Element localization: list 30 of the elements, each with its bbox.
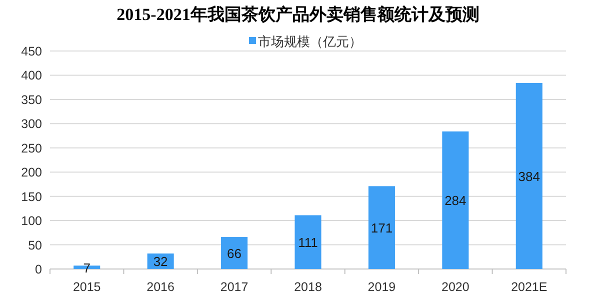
y-tick-label: 300 — [21, 117, 42, 132]
x-tick-label: 2021E — [511, 280, 548, 294]
x-tick-label: 2015 — [72, 280, 101, 294]
bar — [368, 186, 395, 269]
y-tick-label: 50 — [28, 238, 42, 252]
data-label: 284 — [444, 193, 466, 208]
data-label: 111 — [298, 235, 318, 250]
bar — [221, 237, 248, 269]
y-tick-label: 150 — [21, 190, 42, 204]
y-tick-label: 450 — [21, 44, 42, 58]
y-tick-label: 200 — [21, 166, 42, 180]
data-label: 32 — [153, 254, 168, 270]
y-tick-label: 0 — [35, 262, 42, 276]
y-tick-label: 250 — [21, 141, 42, 156]
data-label: 384 — [518, 168, 540, 184]
y-tick-label: 350 — [21, 92, 42, 107]
x-tick-label: 2019 — [368, 280, 396, 294]
bar — [442, 131, 469, 269]
data-label: 171 — [370, 220, 393, 236]
bar — [516, 82, 542, 269]
x-tick-label: 2017 — [220, 280, 248, 294]
x-tick-label: 2020 — [442, 280, 470, 294]
legend-label: 市场规模（亿元） — [258, 34, 362, 49]
chart-title: 2015-2021年我国茶饮产品外卖销售额统计及预测 — [116, 5, 480, 24]
y-tick-label: 400 — [21, 68, 42, 83]
bar — [294, 215, 322, 269]
x-tick-label: 2016 — [146, 280, 175, 294]
data-label: 66 — [227, 246, 242, 262]
y-tick-label: 100 — [21, 214, 42, 228]
x-tick-label: 2018 — [294, 280, 322, 294]
